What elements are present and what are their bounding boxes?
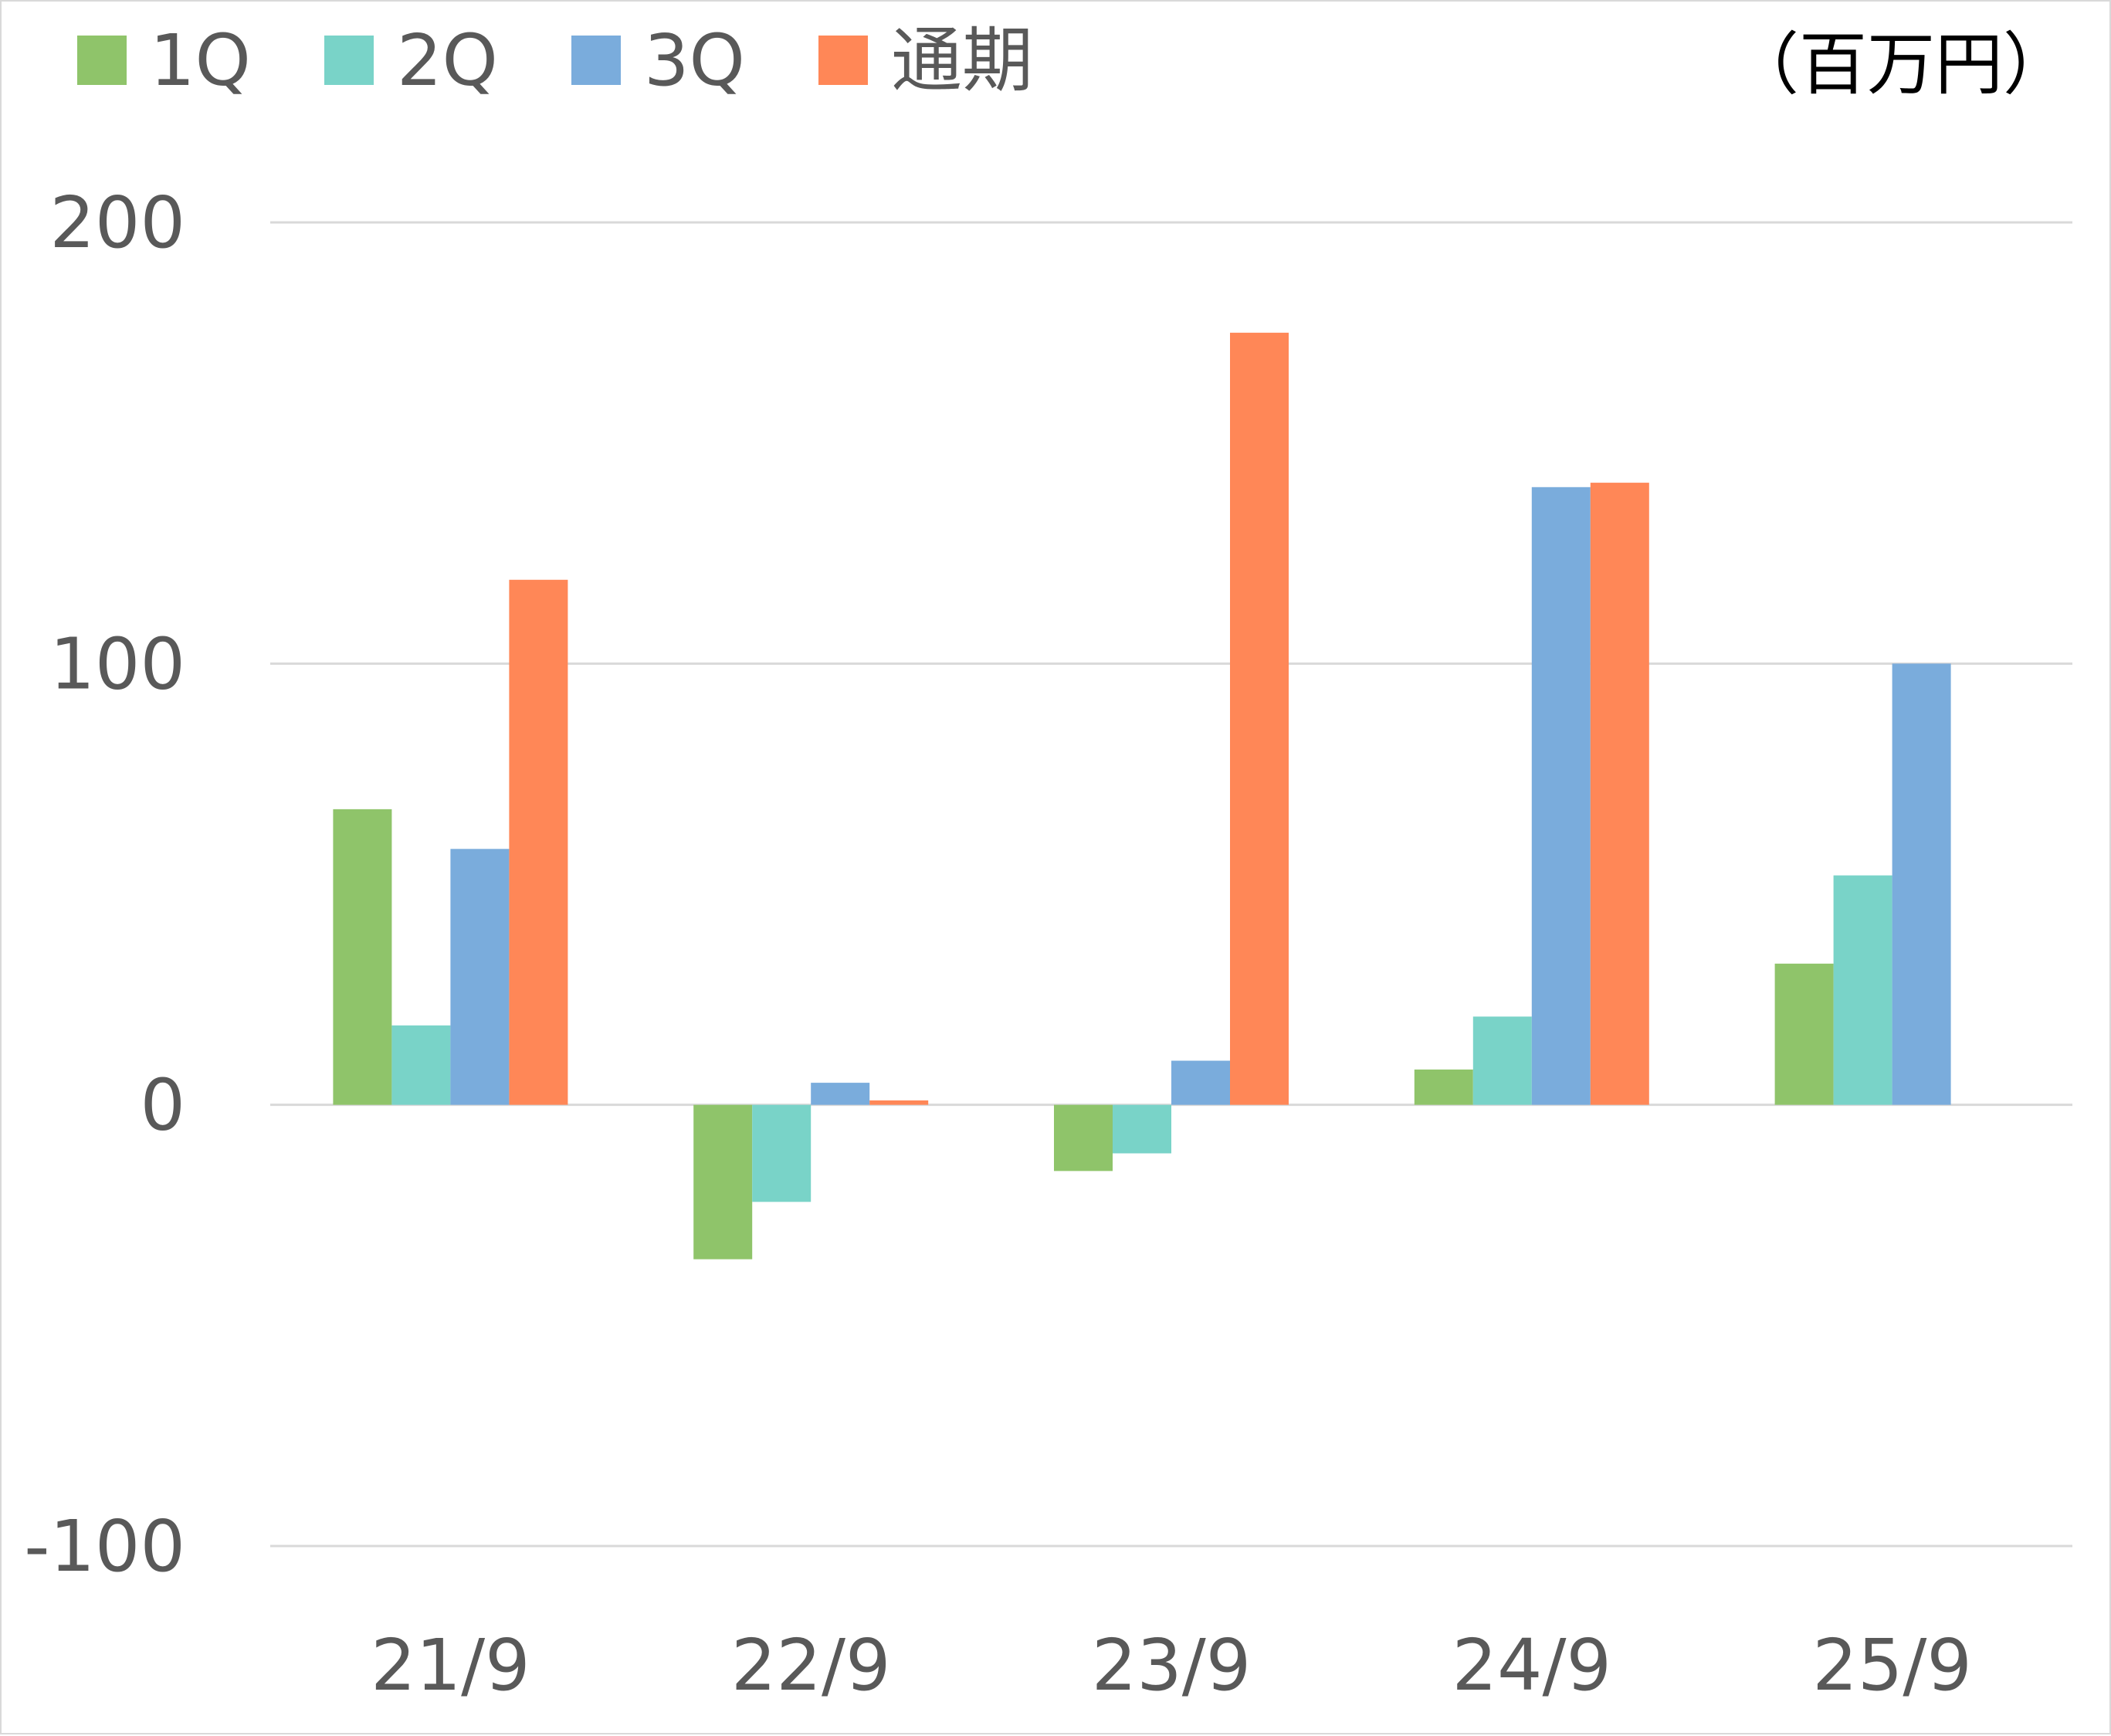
bar-1Q-23/9	[1054, 1104, 1113, 1171]
legend-label: 通期	[891, 19, 1033, 102]
y-axis-ticks: 200 100 0 -100	[24, 181, 185, 1588]
bar-2Q-23/9	[1113, 1104, 1171, 1154]
bar-3Q-23/9	[1171, 1060, 1230, 1105]
x-tick-label: 21/9	[371, 1624, 530, 1707]
legend-label: 1Q	[150, 19, 251, 102]
bar-3Q-24/9	[1531, 487, 1591, 1105]
legend-swatch-2Q	[324, 36, 374, 85]
legend: 1Q 2Q 3Q 通期	[77, 19, 1033, 102]
legend-swatch-通期	[818, 36, 868, 85]
legend-swatch-3Q	[571, 36, 621, 85]
bars	[333, 332, 1951, 1260]
y-tick-label: 200	[49, 181, 185, 264]
x-tick-label: 23/9	[1092, 1624, 1252, 1707]
legend-swatch-1Q	[77, 36, 127, 85]
bar-1Q-21/9	[333, 809, 392, 1105]
y-tick-label: 0	[140, 1064, 185, 1147]
bar-1Q-25/9	[1774, 963, 1834, 1105]
bar-3Q-22/9	[811, 1083, 870, 1105]
bar-通期-22/9	[869, 1100, 929, 1105]
legend-label: 3Q	[644, 19, 745, 102]
bar-1Q-24/9	[1414, 1069, 1473, 1105]
bar-3Q-21/9	[450, 849, 510, 1105]
x-tick-label: 22/9	[731, 1624, 891, 1707]
bar-2Q-24/9	[1472, 1016, 1532, 1105]
unit-label: （百万円）	[1731, 25, 2071, 104]
x-axis-ticks: 21/9 22/9 23/9 24/9 25/9	[371, 1624, 1972, 1707]
bar-2Q-25/9	[1833, 875, 1892, 1105]
x-tick-label: 24/9	[1452, 1624, 1611, 1707]
bar-1Q-22/9	[693, 1104, 753, 1260]
bar-通期-21/9	[509, 579, 568, 1105]
bar-2Q-21/9	[391, 1025, 451, 1105]
y-tick-label: 100	[49, 622, 185, 705]
bar-2Q-22/9	[752, 1104, 812, 1202]
y-tick-label: -100	[24, 1505, 185, 1588]
legend-label: 2Q	[397, 19, 498, 102]
bar-通期-23/9	[1230, 332, 1289, 1105]
x-tick-label: 25/9	[1812, 1624, 1972, 1707]
bar-通期-24/9	[1590, 483, 1649, 1105]
bar-3Q-25/9	[1892, 663, 1951, 1105]
